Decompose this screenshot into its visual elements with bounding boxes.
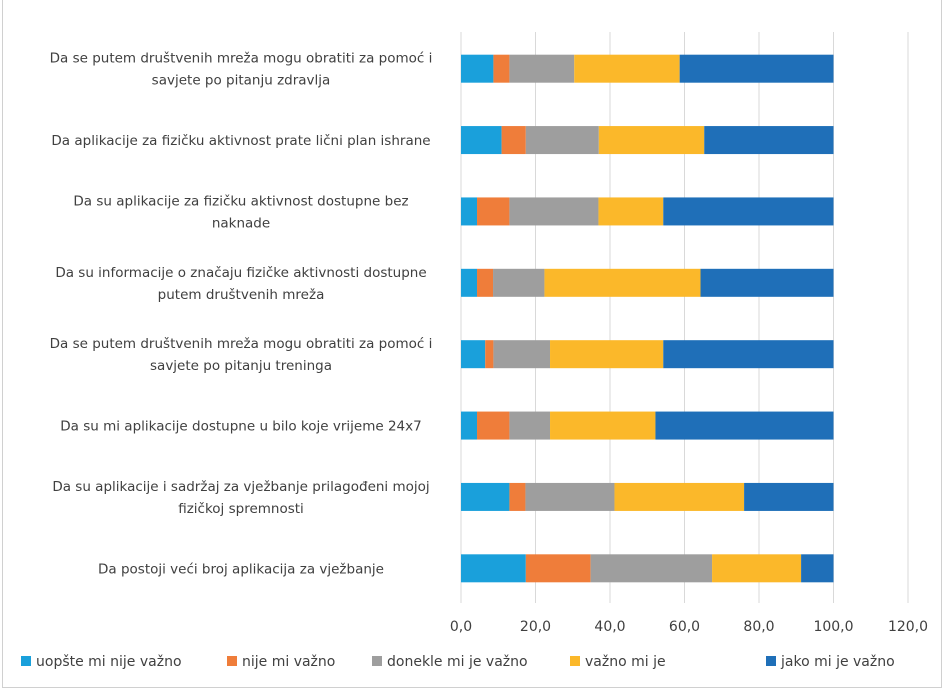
bar-segment	[461, 126, 502, 155]
category-label: Da se putem društvenih mreža mogu obrati…	[50, 51, 433, 67]
bar-segment	[744, 482, 834, 511]
bar-segment	[712, 554, 802, 583]
bar-segment	[655, 411, 834, 440]
bar-segment	[461, 554, 526, 583]
bar-segment	[598, 197, 664, 226]
category-label: Da su informacije o značaju fizičke akti…	[55, 265, 426, 281]
x-tick-label: 40,0	[594, 619, 625, 635]
bar-segment	[461, 197, 478, 226]
x-tick-label: 0,0	[450, 619, 472, 635]
bar-segment	[509, 482, 526, 511]
bar-segment	[801, 554, 834, 583]
category-label: Da se putem društvenih mreža mogu obrati…	[50, 336, 433, 352]
legend-swatch	[570, 656, 580, 666]
bar-segment	[704, 126, 834, 155]
bar-segment	[477, 268, 494, 297]
category-label: Da aplikacije za fizičku aktivnost prate…	[51, 133, 430, 149]
category-label: putem društvenih mreža	[158, 287, 325, 303]
bar-segment	[461, 411, 478, 440]
bar-segment	[598, 126, 705, 155]
category-label: Da su aplikacije i sadržaj za vježbanje …	[52, 479, 429, 495]
legend-swatch	[21, 656, 31, 666]
gridlines	[460, 32, 909, 603]
legend-swatch	[227, 656, 237, 666]
bar-segment	[493, 268, 545, 297]
x-tick-label: 100,0	[813, 619, 853, 635]
bar-segment	[574, 54, 680, 83]
bar-segment	[544, 268, 701, 297]
legend-label: važno mi je	[585, 654, 666, 670]
category-label: Da postoji veći broj aplikacija za vježb…	[98, 561, 384, 577]
category-label: savjete po pitanju treninga	[150, 358, 332, 374]
bar-segment	[461, 340, 486, 369]
bar-segment	[550, 411, 656, 440]
category-label: fizičkoj spremnosti	[178, 501, 304, 517]
legend-label: donekle mi je važno	[387, 654, 528, 670]
bars	[461, 54, 834, 583]
bar-segment	[525, 482, 615, 511]
bar-segment	[461, 54, 494, 83]
category-label: savjete po pitanju zdravlja	[152, 73, 331, 89]
x-tick-label: 80,0	[743, 619, 774, 635]
bar-segment	[461, 268, 478, 297]
bar-segment	[525, 554, 591, 583]
bar-segment	[461, 482, 510, 511]
category-label: naknade	[212, 215, 270, 231]
legend-swatch	[372, 656, 382, 666]
bar-segment	[477, 197, 510, 226]
bar-segment	[614, 482, 745, 511]
bar-segment	[485, 340, 494, 369]
bar-segment	[493, 54, 510, 83]
bar-segment	[663, 197, 834, 226]
bar-segment	[590, 554, 713, 583]
category-labels: Da se putem društvenih mreža mogu obrati…	[50, 51, 433, 578]
bar-segment	[509, 197, 599, 226]
bar-segment	[525, 126, 599, 155]
legend-swatch	[766, 656, 776, 666]
legend-label: jako mi je važno	[780, 654, 895, 670]
x-tick-label: 120,0	[888, 619, 928, 635]
category-label: Da su aplikacije za fizičku aktivnost do…	[73, 193, 408, 209]
bar-segment	[493, 340, 551, 369]
bar-segment	[663, 340, 834, 369]
x-tick-labels: 0,0 20,0 40,0 60,0 80,0 100,0 120,0	[450, 619, 928, 635]
legend: uopšte mi nije važno nije mi važno donekle…	[21, 654, 895, 670]
bar-segment	[501, 126, 526, 155]
legend-label: nije mi važno	[242, 654, 335, 670]
bar-segment	[509, 54, 575, 83]
bar-segment	[550, 340, 664, 369]
bar-segment	[700, 268, 834, 297]
x-tick-label: 60,0	[669, 619, 700, 635]
legend-label: uopšte mi nije važno	[36, 654, 182, 670]
bar-segment	[679, 54, 834, 83]
bar-segment	[509, 411, 551, 440]
category-label: Da su mi aplikacije dostupne u bilo koje…	[60, 419, 421, 435]
bar-segment	[477, 411, 510, 440]
x-tick-label: 20,0	[520, 619, 551, 635]
